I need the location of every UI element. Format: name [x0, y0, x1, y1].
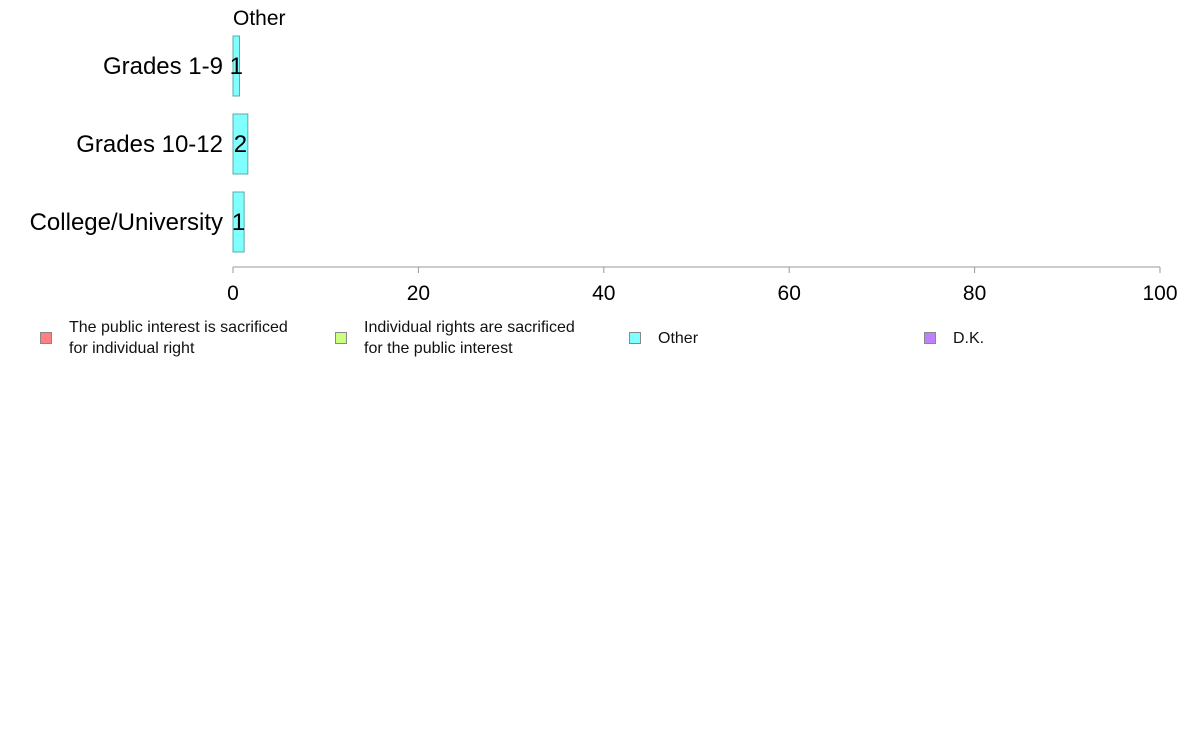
- bars-group: Grades 1-9 1 Grades 10-12 2 College/Universi…: [30, 35, 249, 253]
- legend-swatch: [40, 332, 52, 344]
- legend-item: D.K.: [924, 316, 984, 360]
- legend-item: Other: [629, 316, 698, 360]
- legend-swatch: [629, 332, 641, 344]
- x-tick-label: 0: [227, 282, 239, 305]
- x-tick-label: 40: [592, 282, 615, 305]
- x-tick-label: 60: [778, 282, 801, 305]
- legend-swatch: [924, 332, 936, 344]
- chart: Other Grades 1-9 1 Grades 10-12 2 College/Un…: [30, 7, 1178, 305]
- legend-label: Individual rights are sacrificed for the…: [364, 319, 575, 357]
- panel-title: Other: [233, 7, 286, 30]
- x-tick-label: 80: [963, 282, 986, 305]
- legend-swatch: [335, 332, 347, 344]
- bar: [232, 35, 240, 97]
- data-label: 1: [232, 209, 245, 236]
- category-label: Grades 1-9: [103, 53, 223, 80]
- legend-item: Individual rights are sacrificed for the…: [335, 316, 575, 360]
- x-tick-label: 100: [1142, 282, 1177, 305]
- data-label: 2: [234, 131, 247, 158]
- legend: The public interest is sacrificed for in…: [0, 316, 1188, 366]
- x-axis: 0 20 40 60 80 100: [227, 266, 1178, 305]
- x-tick-label: 20: [407, 282, 430, 305]
- legend-label: The public interest is sacrificed for in…: [69, 319, 288, 357]
- category-label: Grades 10-12: [76, 131, 223, 158]
- bar: [232, 191, 245, 253]
- legend-item: The public interest is sacrificed for in…: [40, 316, 288, 360]
- bar: [232, 113, 249, 175]
- data-label: 1: [230, 53, 243, 80]
- legend-label: Other: [658, 329, 699, 347]
- legend-label: D.K.: [953, 329, 985, 347]
- category-label: College/University: [30, 209, 223, 236]
